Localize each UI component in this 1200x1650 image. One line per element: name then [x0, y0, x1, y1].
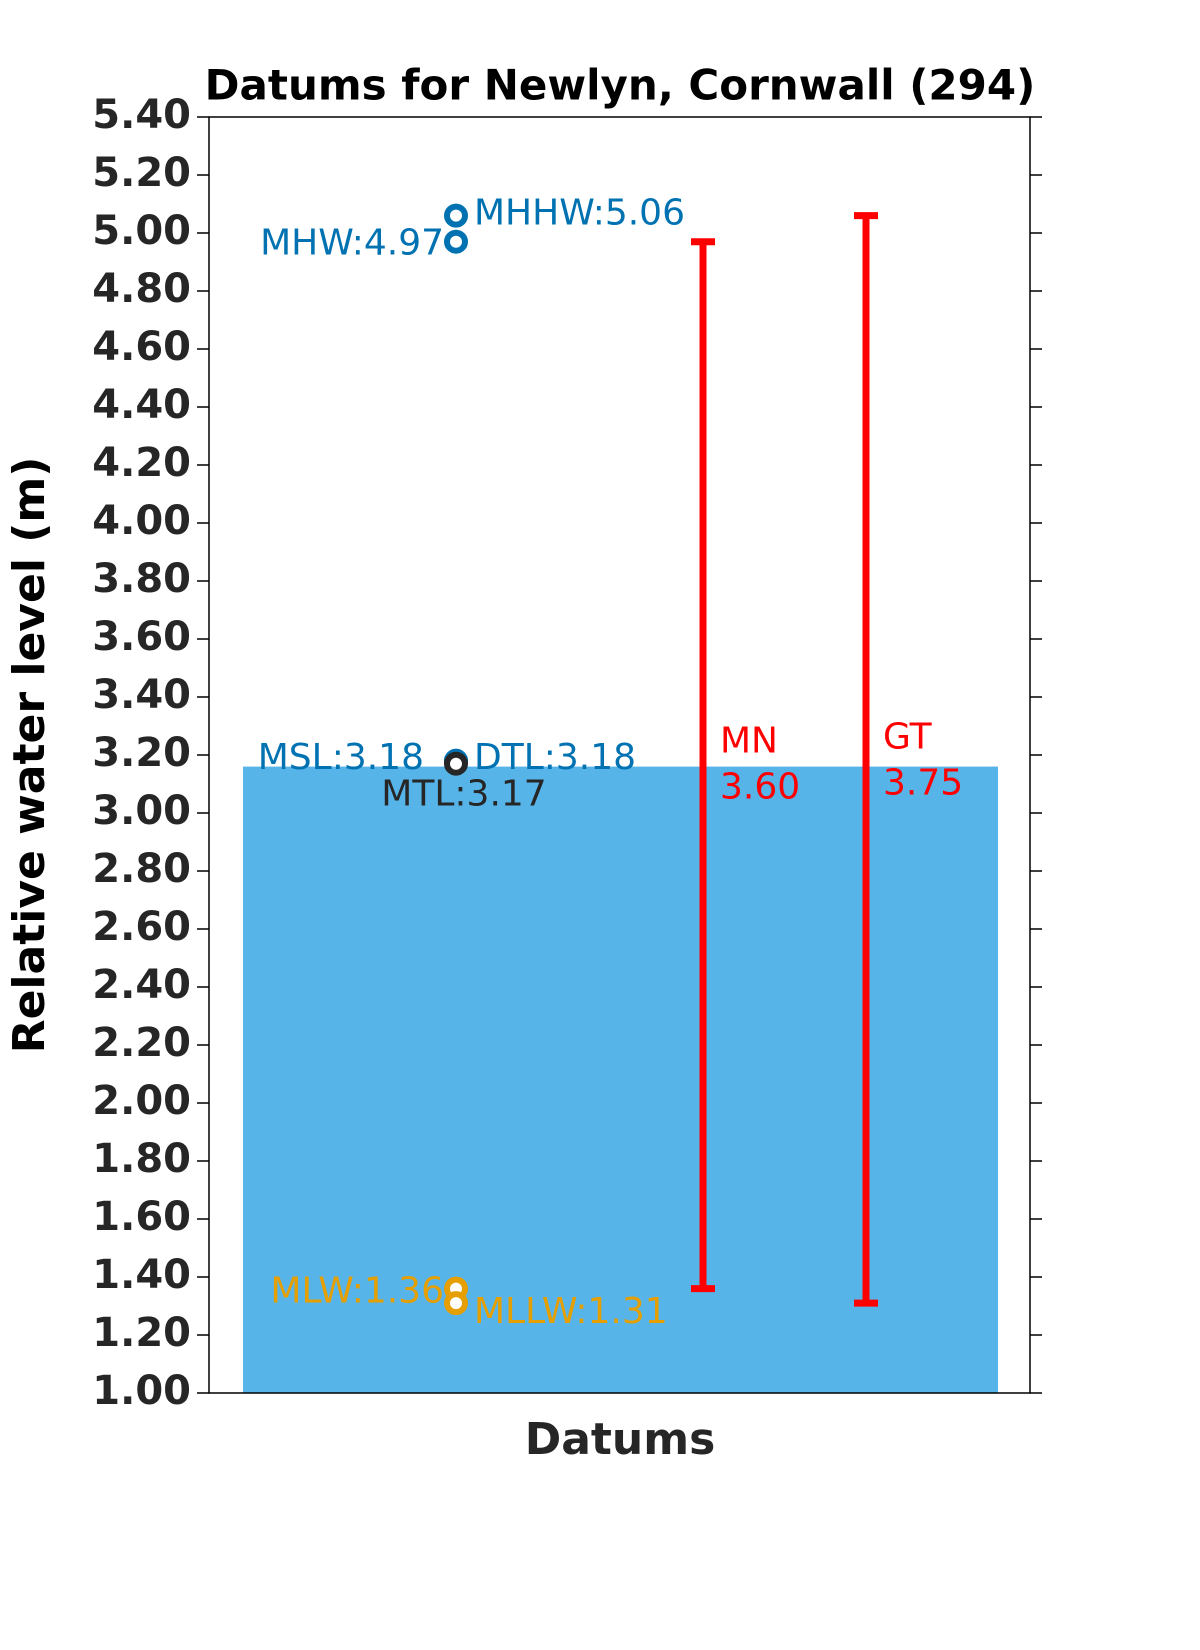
- range-bar: [691, 238, 715, 1293]
- y-tick-label: 1.00: [92, 1368, 191, 1414]
- datum-label: MLLW:1.31: [474, 1291, 668, 1332]
- y-tick-label: 4.20: [92, 440, 191, 486]
- datum-point: [444, 1291, 468, 1316]
- y-tick-label: 3.20: [92, 730, 191, 776]
- y-tick-label: 4.80: [92, 266, 191, 312]
- y-tick-label: 5.20: [92, 150, 191, 196]
- datum-label: MSL:3.18: [258, 737, 424, 778]
- y-tick-label: 1.80: [92, 1136, 191, 1182]
- range-name: GT: [883, 717, 933, 758]
- chart-title: Datums for Newlyn, Cornwall (294): [205, 61, 1036, 110]
- y-tick-label: 3.80: [92, 556, 191, 602]
- datum-point: [444, 203, 468, 228]
- y-tick-label: 5.40: [92, 92, 191, 138]
- range-value-label: 3.60: [720, 767, 800, 808]
- y-tick-label: 1.20: [92, 1310, 191, 1356]
- datum-label: DTL:3.18: [474, 737, 636, 778]
- y-axis-label: Relative water level (m): [4, 457, 55, 1054]
- y-tick-label: 1.60: [92, 1194, 191, 1240]
- y-tick-label: 3.00: [92, 788, 191, 834]
- y-tick-label: 2.40: [92, 962, 191, 1008]
- datum-point: [444, 229, 468, 254]
- datum-label: MHW:4.97: [260, 223, 444, 264]
- y-tick-label: 4.40: [92, 382, 191, 428]
- y-tick-label: 3.60: [92, 614, 191, 660]
- range-value-label: 3.75: [883, 763, 963, 804]
- datum-label: MLW:1.36: [270, 1271, 444, 1312]
- datum-label: MTL:3.17: [381, 774, 546, 815]
- y-tick-label: 2.20: [92, 1020, 191, 1066]
- x-axis-label: Datums: [525, 1414, 716, 1465]
- datum-label: MHHW:5.06: [474, 193, 685, 234]
- bar: [243, 766, 998, 1393]
- datum-point: [444, 751, 468, 776]
- y-tick-label: 3.40: [92, 672, 191, 718]
- y-tick-label: 4.60: [92, 324, 191, 370]
- y-tick-label: 4.00: [92, 498, 191, 544]
- y-tick-label: 2.60: [92, 904, 191, 950]
- y-tick-label: 2.80: [92, 846, 191, 892]
- y-tick-label: 5.00: [92, 208, 191, 254]
- range-bar: [854, 212, 878, 1307]
- y-tick-label: 1.40: [92, 1252, 191, 1298]
- y-tick-label: 2.00: [92, 1078, 191, 1124]
- range-name: MN: [720, 721, 778, 762]
